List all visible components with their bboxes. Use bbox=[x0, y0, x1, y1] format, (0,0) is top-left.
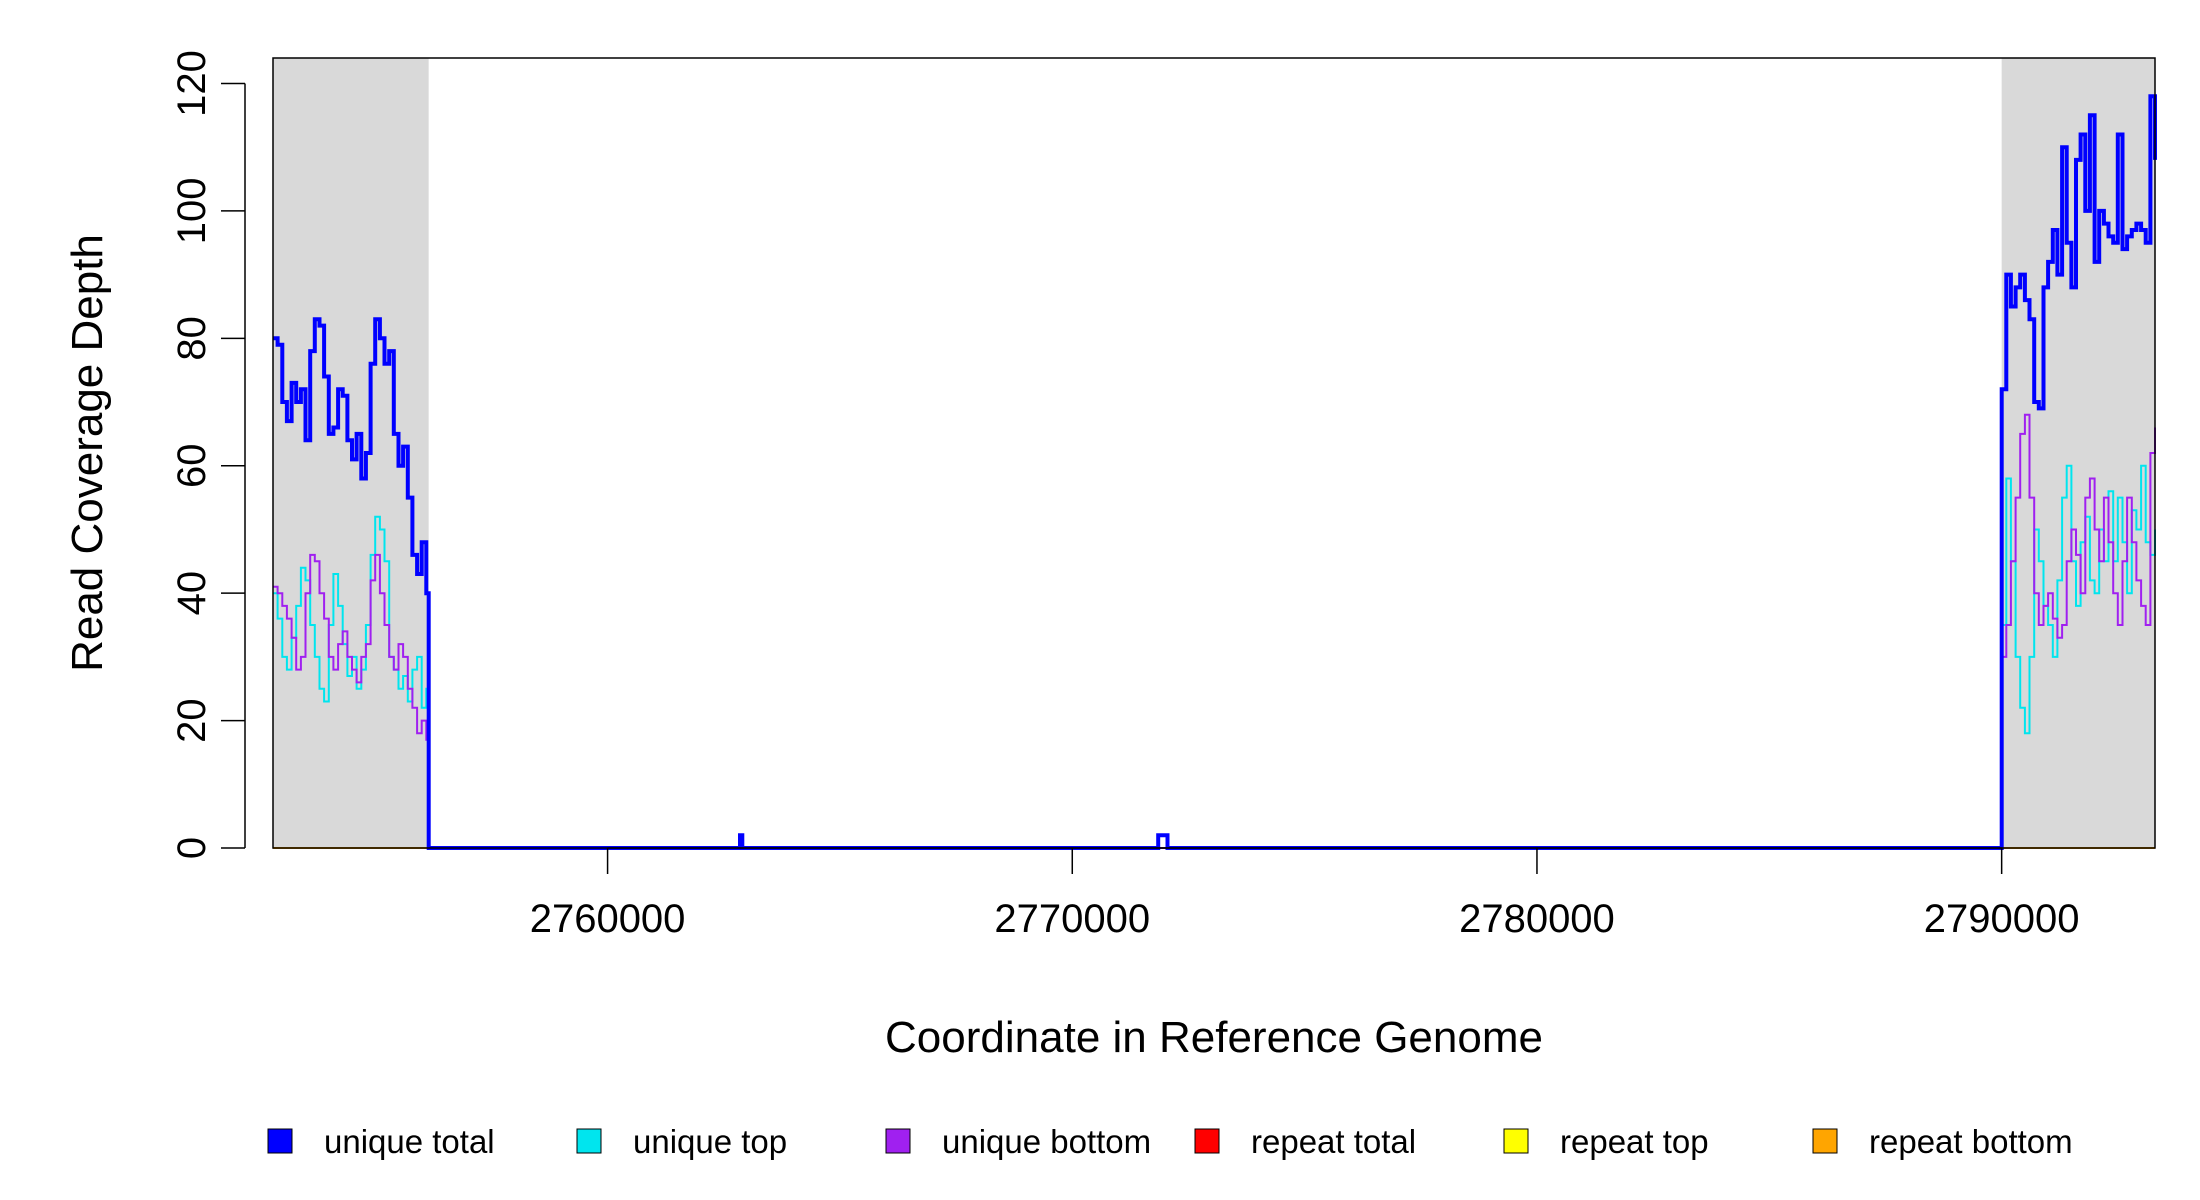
series-unique-bottom bbox=[273, 413, 2156, 849]
legend-label-unique-bottom: unique bottom bbox=[942, 1123, 1151, 1160]
legend-label-repeat-bottom: repeat bottom bbox=[1869, 1123, 2073, 1160]
legend-swatch-repeat-total bbox=[1194, 1128, 1220, 1154]
shaded-region-2 bbox=[2001, 58, 2155, 848]
plot-frame bbox=[272, 57, 2156, 849]
y-axis-title: Read Coverage Depth bbox=[63, 234, 112, 672]
shaded-regions bbox=[273, 58, 2155, 848]
x-axis: 2760000 2770000 2780000 2790000 bbox=[530, 847, 2080, 941]
legend-swatch-repeat-bottom bbox=[1812, 1128, 1838, 1154]
x-tick-label: 2790000 bbox=[1924, 897, 2080, 941]
x-tick-label: 2770000 bbox=[994, 897, 1150, 941]
y-tick-label: 40 bbox=[170, 571, 214, 616]
series-unique-total bbox=[273, 94, 2157, 850]
series-unique-top bbox=[273, 464, 2156, 849]
legend-swatch-repeat-top bbox=[1503, 1128, 1529, 1154]
y-tick-label: 100 bbox=[170, 178, 214, 245]
x-axis-title: Coordinate in Reference Genome bbox=[885, 1013, 1543, 1062]
series-lines bbox=[273, 94, 2157, 850]
legend-label-repeat-total: repeat total bbox=[1251, 1123, 1416, 1160]
y-tick-label: 80 bbox=[170, 316, 214, 361]
y-tick-label: 0 bbox=[170, 837, 214, 859]
y-tick-label: 60 bbox=[170, 443, 214, 488]
legend-swatch-unique-top bbox=[576, 1128, 602, 1154]
y-tick-label: 20 bbox=[170, 698, 214, 743]
x-tick-label: 2780000 bbox=[1459, 897, 1615, 941]
legend: unique total unique top unique bottom repea… bbox=[267, 1123, 2073, 1160]
legend-label-unique-total: unique total bbox=[324, 1123, 495, 1160]
y-tick-label: 120 bbox=[170, 50, 214, 117]
legend-swatch-unique-bottom bbox=[885, 1128, 911, 1154]
legend-swatch-unique-total bbox=[267, 1128, 293, 1154]
y-axis: 0 20 40 60 80 100 120 bbox=[170, 50, 246, 859]
x-tick-label: 2760000 bbox=[530, 897, 686, 941]
legend-label-repeat-top: repeat top bbox=[1560, 1123, 1709, 1160]
legend-label-unique-top: unique top bbox=[633, 1123, 787, 1160]
